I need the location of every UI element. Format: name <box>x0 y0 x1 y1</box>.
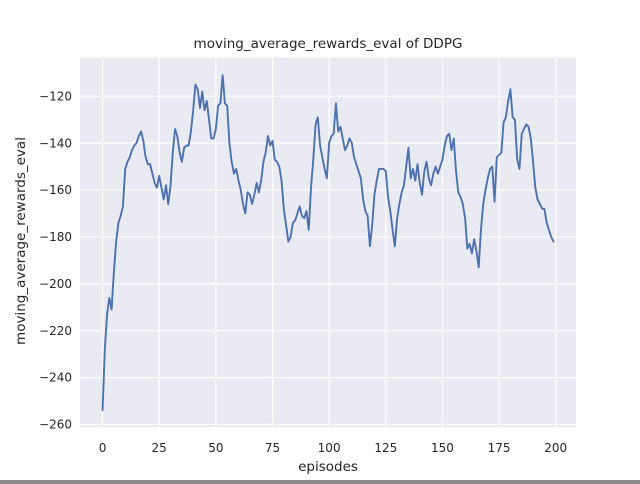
y-tick-label: −140 <box>39 136 72 150</box>
y-tick-label: −160 <box>39 183 72 197</box>
x-axis-label: episodes <box>298 459 358 475</box>
y-axis-label: moving_average_rewards_eval <box>13 137 29 345</box>
x-tick-label: 125 <box>374 441 397 455</box>
y-tick-label: −220 <box>39 324 72 338</box>
y-tick-label: −240 <box>39 371 72 385</box>
y-tick-label: −120 <box>39 89 72 103</box>
x-tick-label: 200 <box>544 441 567 455</box>
x-tick-labels: 0 25 50 75 100 125 150 175 200 <box>99 441 567 455</box>
x-tick-label: 100 <box>318 441 341 455</box>
plot-area <box>80 57 576 428</box>
series-line <box>101 74 555 412</box>
x-tick-label: 150 <box>431 441 454 455</box>
y-tick-labels: −120 −140 −160 −180 −200 −220 −240 −260 <box>39 89 72 431</box>
x-tick-label: 175 <box>488 441 511 455</box>
x-tick-label: 50 <box>208 441 223 455</box>
chart-title: moving_average_rewards_eval of DDPG <box>194 36 463 52</box>
gridlines <box>80 57 576 428</box>
x-tick-label: 75 <box>265 441 280 455</box>
x-tick-label: 25 <box>152 441 167 455</box>
x-tick-label: 0 <box>99 441 107 455</box>
y-tick-label: −260 <box>39 418 72 432</box>
y-tick-label: −200 <box>39 277 72 291</box>
line-series <box>101 74 555 412</box>
y-tick-label: −180 <box>39 230 72 244</box>
